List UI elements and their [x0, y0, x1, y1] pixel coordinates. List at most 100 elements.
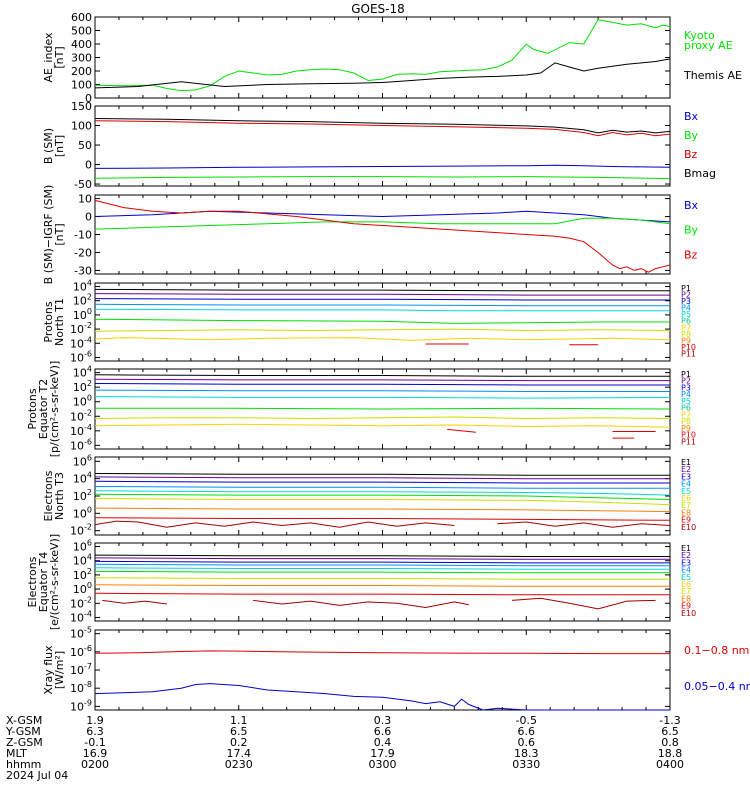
- panel-frame: [94, 16, 671, 99]
- legend-label: P4: [681, 390, 691, 399]
- y-tick-label: 100: [73, 394, 92, 409]
- legend-label: P11: [681, 349, 696, 358]
- y-tick-label: 100: [71, 79, 92, 92]
- series-line: [94, 592, 670, 596]
- legend-label: Themis AE: [683, 69, 742, 82]
- y-axis-label: [nT]: [53, 46, 66, 68]
- series-line: [94, 493, 671, 500]
- series-line: [94, 650, 670, 655]
- y-tick-label: 100: [73, 581, 92, 596]
- legend-label: E3: [681, 472, 691, 481]
- y-tick-label: -50: [74, 178, 92, 191]
- series-line: [94, 517, 671, 521]
- y-axis-label: Equator T4: [37, 552, 50, 612]
- footer-row-label: Y-GSM: [5, 725, 41, 738]
- y-axis-label: Electrons: [42, 470, 55, 521]
- panel-frame: [94, 629, 671, 711]
- legend-label: E2: [681, 551, 691, 560]
- series-line: [94, 683, 670, 711]
- legend-label: E2: [681, 465, 691, 474]
- panel-8: 10-5 10-6 10-7 10-8 10-9 Xray flux[W/m²] 0.1−0…: [42, 626, 750, 714]
- y-tick-label: 600: [71, 11, 92, 24]
- legend-label: E5: [681, 573, 691, 582]
- y-axis-label: [nT]: [53, 223, 66, 245]
- footer-value: 6.5: [230, 725, 248, 738]
- y-tick-label: 102: [73, 293, 92, 308]
- footer-value: -1.3: [659, 714, 680, 727]
- series-line: [94, 423, 671, 428]
- legend-label: E3: [681, 558, 691, 567]
- y-axis-label: Equator T2: [37, 379, 50, 439]
- legend-label: E9: [681, 516, 691, 525]
- footer-value: 0.6: [518, 736, 536, 749]
- panel-3: -30 -20 -10 0 10 B (SM)−IGRF (SM)[nT] Bx By Bz: [42, 185, 699, 285]
- footer-value: 17.9: [370, 747, 395, 760]
- series-line: [94, 476, 670, 480]
- legend-label: By: [684, 224, 699, 237]
- series-line: [94, 577, 670, 580]
- footer-value: 18.8: [658, 747, 683, 760]
- y-tick-label: 10-4: [70, 335, 92, 350]
- series-line: [94, 120, 671, 137]
- y-tick-label: 106: [73, 453, 92, 468]
- series-line: [94, 473, 670, 476]
- footer-value: 6.5: [661, 725, 679, 738]
- plot-panels: 0100200300400500600AE_index[nT]Kyotoprox…: [26, 11, 750, 713]
- y-tick-label: 10-7: [70, 662, 92, 677]
- legend-label: E9: [681, 602, 691, 611]
- series-line: [94, 303, 670, 307]
- series-line: [94, 416, 671, 420]
- series-line: [94, 480, 670, 484]
- panel-frame: [94, 105, 671, 187]
- legend-label: E8: [681, 594, 691, 603]
- y-tick-label: 10-2: [70, 595, 92, 610]
- y-tick-label: 200: [71, 65, 92, 78]
- y-tick-label: -30: [74, 264, 92, 277]
- panel-2: -50 0 50 100 150 B (SM)[nT] Bx By Bz Bmag: [42, 100, 716, 191]
- y-tick-label: 102: [73, 488, 92, 503]
- legend-label: proxy AE: [684, 39, 733, 52]
- legend-label: Kyoto: [684, 29, 715, 42]
- series-line: [94, 584, 670, 587]
- footer-value: 0200: [81, 758, 109, 771]
- series-line: [94, 507, 671, 513]
- series-line: [94, 570, 670, 574]
- y-tick-label: 10-2: [70, 321, 92, 336]
- series-line: [447, 428, 476, 433]
- y-tick-label: 10-4: [70, 423, 92, 438]
- y-axis-label: Protons: [42, 301, 55, 342]
- legend-label: E7: [681, 587, 691, 596]
- legend-label: E6: [681, 580, 691, 589]
- legend-label: P4: [681, 304, 691, 313]
- y-tick-label: -10: [74, 229, 92, 242]
- series-line: [94, 328, 671, 332]
- series-line: [94, 378, 670, 382]
- y-tick-label: 10-6: [70, 349, 92, 364]
- y-tick-label: 10-8: [70, 680, 92, 695]
- legend-label: P2: [681, 377, 691, 386]
- legend-label: Bx: [684, 199, 699, 212]
- series-line: [94, 217, 671, 230]
- y-tick-label: 400: [71, 38, 92, 51]
- legend-label: 0.05−0.4 nm: [684, 680, 750, 693]
- footer-value: 0.3: [374, 714, 392, 727]
- y-tick-label: 10-6: [70, 644, 92, 659]
- y-tick-label: 10: [78, 193, 92, 206]
- legend-label: P5: [681, 397, 691, 406]
- y-tick-label: 10-2: [70, 408, 92, 423]
- legend-label: P6: [681, 404, 691, 413]
- legend-label: P2: [681, 291, 691, 300]
- series-line: [253, 599, 469, 609]
- y-tick-label: 10-4: [70, 609, 92, 624]
- footer-value: 1.9: [86, 714, 104, 727]
- y-tick-label: 104: [73, 365, 92, 380]
- series-line: [511, 597, 656, 610]
- series-line: [94, 298, 670, 301]
- series-line: [95, 407, 671, 410]
- series-line: [94, 567, 670, 570]
- series-line: [94, 308, 670, 312]
- legend-label: Bmag: [684, 167, 716, 180]
- series-line: [94, 176, 671, 180]
- footer-value: 1.1: [230, 714, 248, 727]
